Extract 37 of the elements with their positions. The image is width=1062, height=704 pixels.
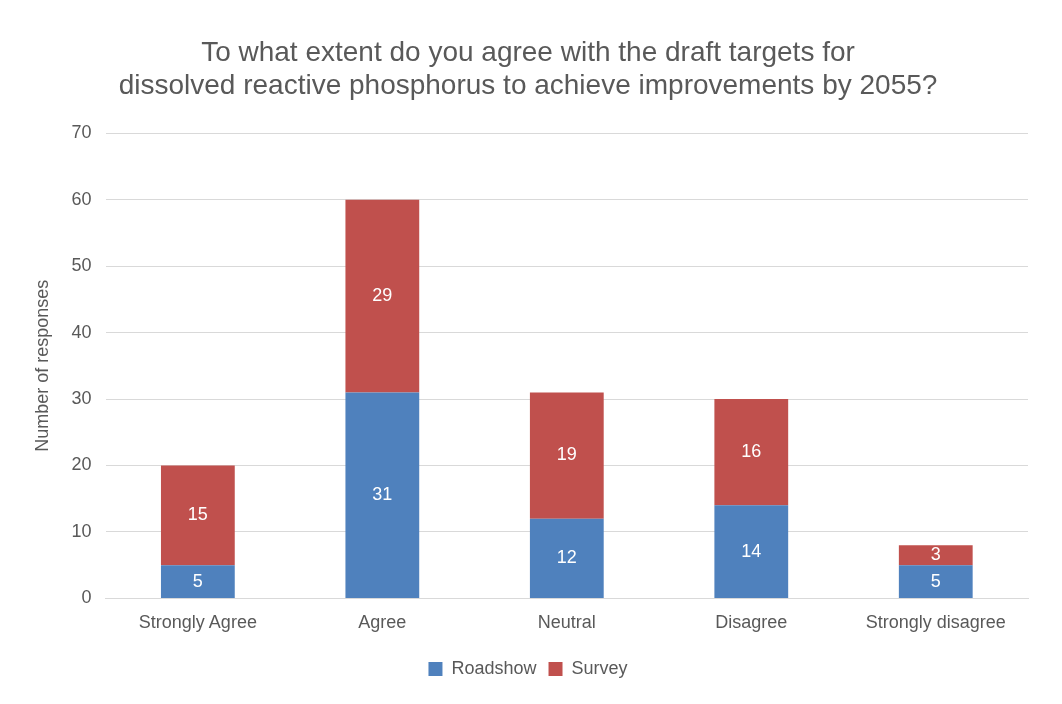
x-tick-label: Agree [358, 612, 407, 633]
data-label: 29 [372, 284, 393, 305]
data-label: 12 [556, 547, 577, 568]
y-tick-label: 30 [71, 388, 92, 408]
bar [529, 392, 604, 519]
x-tick-label: Strongly Agree [138, 612, 257, 633]
x-tick-label: Neutral [537, 612, 596, 633]
legend-label: Survey [571, 657, 628, 678]
chart-title: To what extent do you agree with the draft targets for dissolved reactive phosphorus to achieve improvements by 2055? [118, 35, 938, 101]
bar [345, 199, 420, 393]
bar [160, 565, 235, 598]
bar [345, 392, 420, 598]
y-tick-label: 50 [71, 255, 92, 276]
data-label: 5 [192, 570, 203, 591]
data-label: 16 [741, 441, 762, 462]
bar [898, 545, 973, 566]
y-tick-label: 60 [71, 188, 92, 209]
data-label: 5 [930, 570, 941, 591]
bar [714, 505, 789, 598]
bar [529, 518, 604, 598]
y-tick-label: 40 [71, 321, 92, 342]
data-label: 14 [741, 540, 762, 561]
x-tick-label: Strongly disagree [865, 612, 1006, 633]
bar [898, 565, 973, 598]
y-tick-label: 20 [71, 454, 92, 475]
x-tick-label: Disagree [715, 612, 788, 633]
bar [714, 399, 789, 506]
data-label: 3 [930, 544, 941, 565]
y-tick-label: 0 [81, 587, 92, 608]
y-tick-label: 70 [71, 122, 92, 143]
data-label: 31 [372, 484, 393, 505]
data-label: 15 [187, 504, 208, 525]
y-axis-title: Number of responses [31, 279, 52, 452]
bar [160, 465, 235, 566]
y-tick-label: 10 [71, 520, 92, 541]
data-label: 19 [556, 444, 577, 465]
legend-label: Roadshow [451, 657, 538, 678]
